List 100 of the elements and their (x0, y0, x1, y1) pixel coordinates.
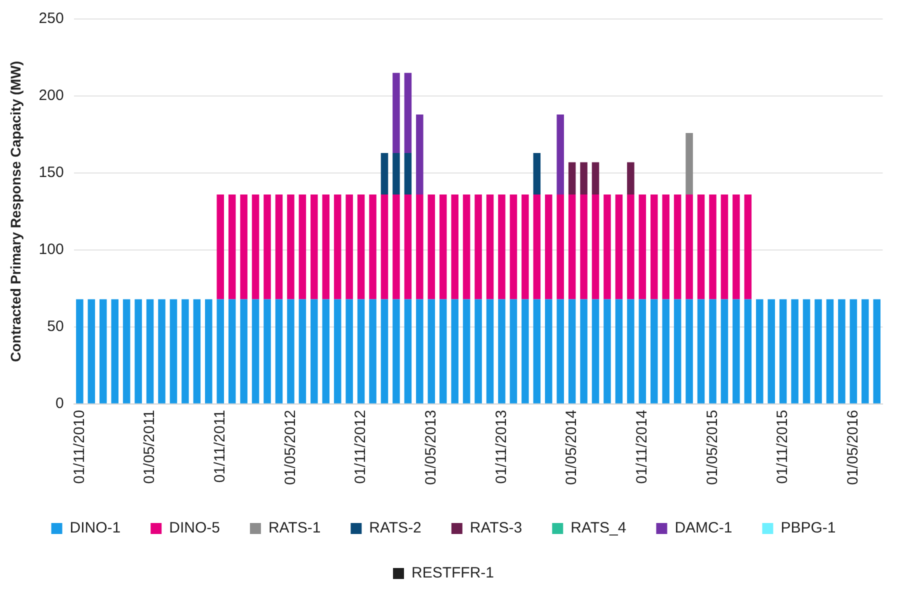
bar (650, 299, 658, 404)
bar (369, 299, 376, 404)
bar (510, 194, 518, 300)
bar (486, 299, 494, 404)
y-tick-label: 100 (38, 241, 64, 258)
bar (697, 194, 705, 300)
bar (732, 194, 740, 300)
x-tick-label: 01/11/2010 (70, 410, 88, 484)
bar (298, 299, 306, 404)
bar (627, 162, 634, 195)
bar (357, 299, 365, 404)
bar (451, 299, 458, 404)
x-tick-label: 01/05/2016 (844, 410, 862, 486)
bar (556, 114, 564, 195)
bar (346, 299, 353, 404)
bar (522, 194, 529, 300)
bar (662, 194, 670, 300)
bar (240, 299, 248, 404)
bar (850, 299, 858, 404)
bar (686, 299, 693, 404)
bar (462, 194, 470, 300)
legend-label: RATS_4 (570, 520, 626, 537)
bar (510, 299, 518, 404)
bar (744, 194, 752, 300)
x-tick-label: 01/05/2014 (563, 410, 580, 486)
bar (674, 299, 682, 404)
bar (838, 299, 846, 404)
bar (416, 299, 424, 404)
bar (522, 299, 529, 404)
y-tick-label: 0 (55, 395, 64, 412)
bar (392, 152, 400, 195)
bar (451, 194, 458, 300)
bar (674, 194, 682, 300)
bar (720, 194, 728, 300)
bar (544, 194, 552, 300)
bar (275, 194, 283, 300)
bar (334, 299, 342, 404)
bar (462, 299, 470, 404)
x-tick-label: 01/11/2015 (774, 410, 792, 484)
bar (111, 299, 118, 404)
bar (533, 152, 541, 195)
bar (756, 299, 764, 404)
bar (310, 194, 318, 300)
bar (287, 299, 294, 404)
bar (416, 114, 424, 195)
bar (182, 299, 189, 404)
bar (264, 299, 271, 404)
bar (873, 299, 881, 404)
bar (287, 194, 294, 300)
bar (732, 299, 740, 404)
bar (380, 152, 388, 195)
bar (240, 194, 248, 300)
y-tick-label: 50 (47, 318, 64, 336)
bar (638, 299, 646, 404)
bar (604, 299, 611, 404)
bar (205, 299, 212, 404)
bar (357, 194, 365, 300)
bar (228, 194, 236, 300)
bar (252, 194, 260, 300)
x-tick-label: 01/05/2012 (282, 410, 299, 486)
bar (193, 299, 201, 404)
bar (627, 299, 634, 404)
x-tick-label: 01/05/2011 (141, 410, 158, 484)
y-axis-title: Contracted Primary Response Capacity (MW) (7, 60, 24, 362)
bar (416, 194, 424, 300)
bar (100, 299, 107, 404)
bar (768, 299, 775, 404)
bar (498, 194, 506, 300)
x-tick-label: 01/11/2013 (492, 410, 510, 484)
bar (369, 194, 376, 300)
bar (627, 194, 634, 300)
bar (580, 194, 588, 300)
bar (802, 299, 810, 404)
bar (134, 299, 142, 404)
y-tick-label: 200 (38, 87, 64, 104)
bar (439, 299, 447, 404)
bar (228, 299, 236, 404)
bar (686, 132, 693, 195)
x-tick-label: 01/05/2015 (704, 410, 721, 486)
legend-label: PBPG-1 (780, 520, 836, 537)
bar (638, 194, 646, 300)
bar (428, 299, 436, 404)
bar (216, 194, 224, 300)
legend-label: RATS-3 (470, 520, 522, 537)
bar (392, 72, 400, 153)
bar (76, 299, 84, 404)
bar (580, 299, 588, 404)
bar (380, 299, 388, 404)
bar (533, 194, 541, 300)
bar (814, 299, 822, 404)
bar (346, 194, 353, 300)
bar (826, 299, 834, 404)
bar (298, 194, 306, 300)
legend-label: RATS-1 (268, 520, 321, 537)
legend-label: RESTFFR-1 (412, 564, 494, 582)
bar (474, 194, 482, 300)
bar (615, 299, 623, 404)
bar (334, 194, 342, 300)
bar (862, 299, 869, 404)
bar (709, 194, 716, 300)
